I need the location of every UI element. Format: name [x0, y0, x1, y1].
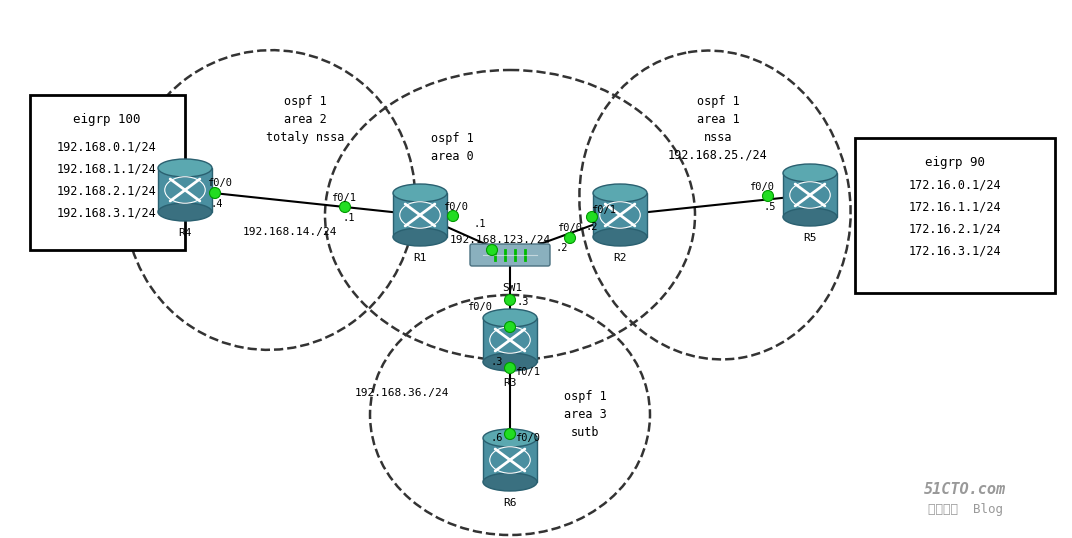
Text: f0/0: f0/0: [444, 202, 468, 212]
Text: 172.16.2.1/24: 172.16.2.1/24: [909, 222, 1001, 235]
Circle shape: [447, 210, 459, 222]
Text: 192.168.0.1/24: 192.168.0.1/24: [57, 140, 157, 153]
Text: f0/0: f0/0: [557, 223, 582, 233]
Text: ospf 1
area 1
nssa
192.168.25./24: ospf 1 area 1 nssa 192.168.25./24: [668, 95, 768, 162]
Text: .2: .2: [585, 222, 598, 232]
Ellipse shape: [483, 473, 537, 491]
Text: .3: .3: [491, 357, 503, 367]
Text: eigrp 90: eigrp 90: [925, 156, 985, 169]
Circle shape: [505, 428, 516, 440]
Text: .4: .4: [211, 199, 223, 209]
Circle shape: [505, 294, 516, 306]
Text: .1: .1: [474, 219, 487, 229]
Text: 192.168.2.1/24: 192.168.2.1/24: [57, 184, 157, 197]
Text: R1: R1: [413, 253, 427, 263]
Ellipse shape: [593, 184, 647, 202]
Text: 172.16.3.1/24: 172.16.3.1/24: [909, 244, 1001, 257]
Text: SW1: SW1: [502, 283, 522, 293]
Polygon shape: [158, 168, 212, 212]
Polygon shape: [393, 193, 447, 237]
Polygon shape: [30, 95, 185, 250]
Polygon shape: [855, 138, 1055, 293]
Ellipse shape: [483, 309, 537, 327]
Text: R3: R3: [503, 378, 517, 388]
Text: f0/0: f0/0: [467, 302, 492, 312]
Text: ospf 1
area 3
sutb: ospf 1 area 3 sutb: [564, 390, 607, 439]
Text: f0/0: f0/0: [516, 433, 540, 443]
Circle shape: [487, 244, 497, 256]
Circle shape: [505, 363, 516, 373]
Text: R2: R2: [613, 253, 627, 263]
Ellipse shape: [158, 203, 212, 221]
Text: .2: .2: [555, 243, 568, 253]
Text: .1: .1: [343, 213, 355, 223]
Ellipse shape: [483, 353, 537, 371]
Text: 51CTO.com: 51CTO.com: [924, 483, 1006, 498]
Ellipse shape: [158, 159, 212, 177]
Ellipse shape: [783, 164, 837, 182]
Text: eigrp 100: eigrp 100: [73, 113, 140, 126]
Ellipse shape: [593, 228, 647, 246]
Text: 192.168.36./24: 192.168.36./24: [355, 388, 449, 398]
Circle shape: [505, 322, 516, 332]
Circle shape: [209, 188, 221, 199]
FancyBboxPatch shape: [470, 244, 550, 266]
Text: f0/1: f0/1: [592, 205, 616, 215]
Ellipse shape: [483, 429, 537, 447]
Text: 172.16.0.1/24: 172.16.0.1/24: [909, 178, 1001, 191]
Text: 192.168.3.1/24: 192.168.3.1/24: [57, 206, 157, 219]
Text: 技术博客  Blog: 技术博客 Blog: [927, 504, 1002, 516]
Text: ospf 1
area 0: ospf 1 area 0: [431, 132, 474, 163]
Polygon shape: [593, 193, 647, 237]
Ellipse shape: [393, 228, 447, 246]
Text: 172.16.1.1/24: 172.16.1.1/24: [909, 200, 1001, 213]
Polygon shape: [483, 318, 537, 362]
Circle shape: [762, 190, 774, 202]
Text: f0/1: f0/1: [331, 193, 357, 203]
Text: .6: .6: [491, 433, 503, 443]
Circle shape: [586, 211, 597, 223]
Text: ospf 1
area 2
totaly nssa: ospf 1 area 2 totaly nssa: [266, 95, 344, 144]
Text: R4: R4: [178, 228, 192, 238]
Text: f0/0: f0/0: [749, 182, 774, 192]
Text: 192.168.14./24: 192.168.14./24: [242, 227, 338, 237]
Ellipse shape: [783, 208, 837, 226]
Text: f0/0: f0/0: [208, 178, 233, 188]
Polygon shape: [783, 173, 837, 217]
Text: R6: R6: [503, 498, 517, 508]
Polygon shape: [483, 438, 537, 482]
Text: 192.168.123./24: 192.168.123./24: [449, 235, 551, 245]
Text: .5: .5: [763, 202, 776, 212]
Text: f0/1: f0/1: [516, 367, 540, 377]
Text: 192.168.1.1/24: 192.168.1.1/24: [57, 162, 157, 175]
Ellipse shape: [393, 184, 447, 202]
Text: R5: R5: [803, 233, 817, 243]
Circle shape: [340, 202, 351, 213]
Text: .3: .3: [517, 297, 530, 307]
Circle shape: [565, 232, 576, 244]
